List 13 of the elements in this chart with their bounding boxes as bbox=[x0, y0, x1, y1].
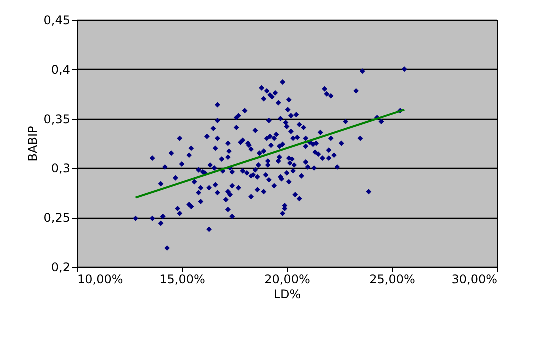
x-tick-label: 10,00% bbox=[78, 272, 124, 286]
y-tick-label: 0,25 bbox=[44, 211, 70, 226]
x-tick-label: 25,00% bbox=[370, 272, 416, 286]
y-tick-label: 0,45 bbox=[44, 14, 70, 28]
x-tick-label: 20,00% bbox=[264, 272, 310, 286]
x-tick-label: 15,00% bbox=[160, 272, 206, 286]
y-tick-label: 0,4 bbox=[51, 62, 70, 77]
y-tick-label: 0,35 bbox=[44, 112, 70, 126]
x-axis-title: LD% bbox=[274, 288, 302, 302]
y-tick-label: 0,3 bbox=[51, 162, 70, 176]
x-tick-label: 30,00% bbox=[452, 272, 498, 286]
y-axis-title: BABIP bbox=[26, 126, 40, 162]
y-tick-label: 0,2 bbox=[51, 260, 70, 274]
